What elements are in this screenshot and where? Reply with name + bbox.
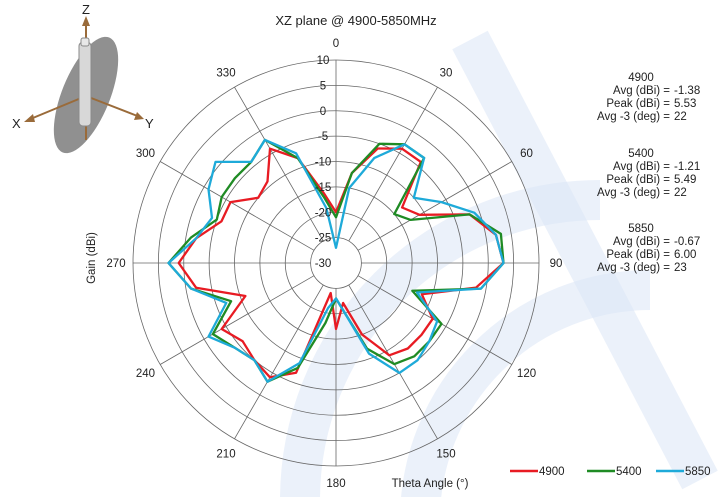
- avg-value: -1.21: [674, 161, 701, 173]
- peak-value: 5.49: [674, 174, 697, 186]
- y-axis-label: Y: [145, 116, 154, 131]
- radial-tick-label: -30: [315, 258, 332, 270]
- grid-spoke: [348, 86, 438, 242]
- radial-tick-label: -25: [315, 233, 332, 245]
- angle-tick-label: 90: [550, 258, 563, 270]
- peak-value: 5.53: [674, 98, 697, 110]
- radial-tick-label: -20: [315, 207, 332, 219]
- angle-tick-label: 270: [106, 258, 125, 270]
- legend: 4900 5400 5850: [510, 466, 711, 478]
- bw-label: Avg -3 (deg) =: [597, 187, 670, 199]
- grid-spoke: [159, 275, 315, 365]
- grid-spoke: [348, 284, 438, 440]
- bw-value: 22: [674, 187, 687, 199]
- angle-tick-label: 300: [136, 148, 155, 160]
- bw-label: Avg -3 (deg) =: [597, 111, 670, 123]
- series-traces: [167, 138, 505, 383]
- y-axis-line: [85, 95, 141, 118]
- angle-tick-label: 60: [520, 148, 533, 160]
- x-axis-line: [27, 95, 87, 121]
- radial-tick-label: -5: [318, 131, 328, 143]
- bw-label: Avg -3 (deg) =: [597, 262, 670, 274]
- avg-label: Avg (dBi) =: [613, 85, 670, 97]
- grid-spoke: [357, 161, 513, 251]
- antenna-cap: [80, 37, 90, 47]
- series-line-5850: [167, 138, 505, 383]
- theta-axis-label: Theta Angle (°): [392, 478, 469, 490]
- stats-freq: 5400: [628, 148, 654, 160]
- chart-title: XZ plane @ 4900-5850MHz: [275, 13, 436, 28]
- tick-labels: 0 30 60 90 120 150 180 210 240 270 300 330 10 5 0 -5 -10…: [106, 38, 562, 490]
- y-axis-arrowhead: [134, 112, 144, 120]
- stats-freq: 5850: [628, 223, 654, 235]
- stats-freq: 4900: [628, 72, 654, 84]
- radial-tick-label: -10: [315, 157, 332, 169]
- stats-block-5850: 5850 Avg (dBi) = -0.67 Peak (dBi) = 6.00 A…: [560, 223, 710, 275]
- peak-value: 6.00: [674, 249, 697, 261]
- watermark-stroke: [452, 30, 718, 490]
- legend-label-5400: 5400: [616, 466, 642, 478]
- antenna-body: [78, 41, 92, 127]
- radial-tick-label: 10: [317, 55, 330, 67]
- angle-tick-label: 150: [436, 449, 455, 461]
- z-axis-label: Z: [82, 2, 90, 17]
- radial-tick-label: 5: [320, 80, 326, 92]
- x-axis-arrowhead: [24, 114, 35, 122]
- bw-value: 22: [674, 111, 687, 123]
- angle-tick-label: 30: [440, 67, 453, 79]
- grid-spoke: [234, 86, 324, 242]
- axes-orientation-icon: Z X Y: [12, 2, 154, 154]
- angle-tick-label: 120: [517, 368, 536, 380]
- peak-label: Peak (dBi) =: [606, 174, 670, 186]
- radial-tick-label: 0: [320, 106, 326, 118]
- series-line-4900: [177, 147, 505, 379]
- avg-value: -0.67: [674, 236, 701, 248]
- angle-tick-label: 0: [333, 38, 339, 50]
- stats-block-4900: 4900 Avg (dBi) = -1.38 Peak (dBi) = 5.53 A…: [560, 72, 710, 124]
- angle-tick-label: 210: [216, 449, 235, 461]
- grid-spoke: [159, 161, 315, 251]
- legend-label-4900: 4900: [539, 466, 565, 478]
- peak-label: Peak (dBi) =: [606, 98, 670, 110]
- gain-axis-label: Gain (dBi): [86, 232, 98, 284]
- avg-value: -1.38: [674, 85, 701, 97]
- peak-label: Peak (dBi) =: [606, 249, 670, 261]
- legend-label-5850: 5850: [685, 466, 711, 478]
- stats-block-5400: 5400 Avg (dBi) = -1.21 Peak (dBi) = 5.49 A…: [560, 148, 710, 200]
- z-axis-arrowhead: [82, 16, 90, 26]
- angle-tick-label: 330: [216, 67, 235, 79]
- bw-value: 23: [674, 262, 687, 274]
- x-axis-label: X: [12, 116, 21, 131]
- angle-tick-label: 240: [136, 368, 155, 380]
- avg-label: Avg (dBi) =: [613, 161, 670, 173]
- radial-tick-label: -15: [315, 182, 332, 194]
- avg-label: Avg (dBi) =: [613, 236, 670, 248]
- angle-tick-label: 180: [326, 478, 345, 490]
- grid-spoke: [234, 284, 324, 440]
- polar-grid: [132, 59, 540, 467]
